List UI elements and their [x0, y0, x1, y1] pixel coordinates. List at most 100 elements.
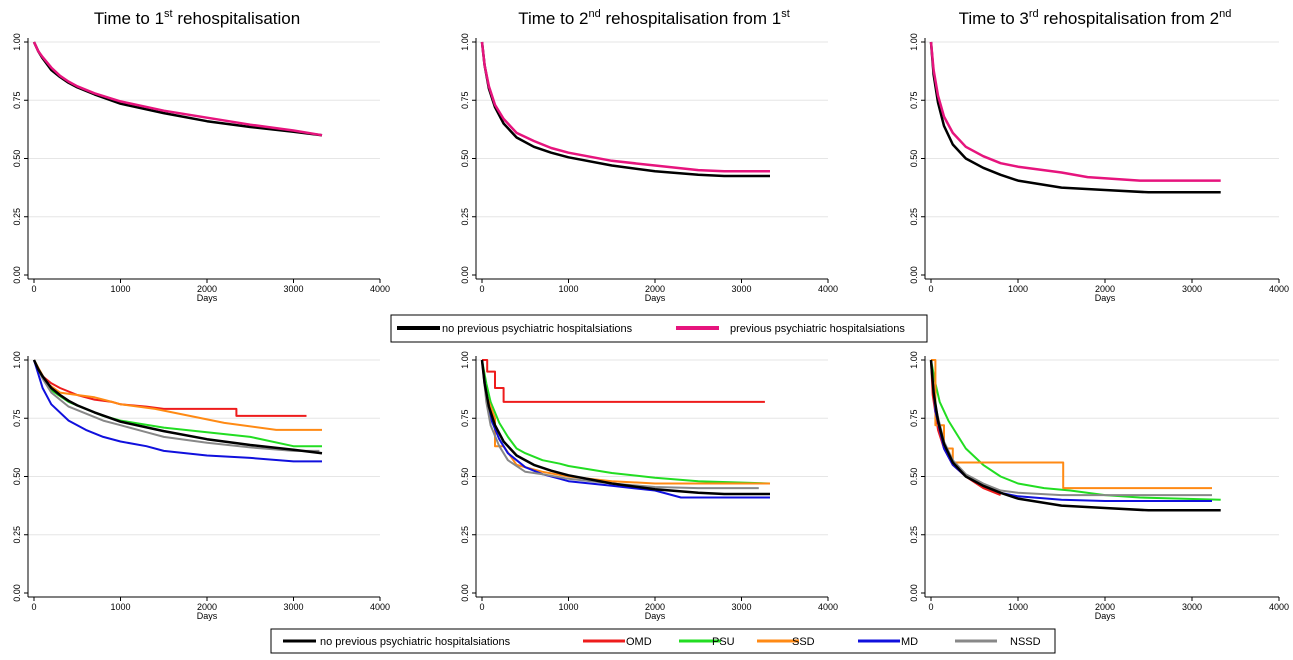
- x-tick-label: 1000: [110, 602, 130, 612]
- y-tick-label: 0.75: [12, 91, 22, 109]
- y-tick-label: 0.25: [12, 208, 22, 226]
- y-tick-label: 0.50: [909, 468, 919, 486]
- y-tick-label: 0.50: [909, 150, 919, 168]
- series-line-reference-1: [480, 41, 770, 173]
- x-axis-label: Days: [645, 611, 666, 621]
- x-tick-label: 0: [928, 284, 933, 294]
- legend-label: SSD: [792, 636, 815, 648]
- legend-label: NSSD: [1010, 636, 1041, 648]
- y-tick-label: 1.00: [909, 351, 919, 369]
- series-line-reference-5: [929, 359, 1221, 512]
- x-tick-label: 4000: [1269, 284, 1289, 294]
- chart-title: Time to 3rd rehospitalisation from 2nd: [959, 8, 1232, 28]
- y-tick-label: 0.50: [12, 150, 22, 168]
- series-line-ssd: [931, 359, 1212, 490]
- y-tick-label: 0.50: [460, 150, 470, 168]
- x-tick-label: 3000: [283, 284, 303, 294]
- x-tick-label: 4000: [818, 602, 838, 612]
- x-tick-label: 1000: [110, 284, 130, 294]
- chart-title: Time to 1st rehospitalisation: [94, 8, 300, 28]
- x-tick-label: 2000: [197, 602, 217, 612]
- x-tick-label: 2000: [197, 284, 217, 294]
- legend-top: no previous psychiatric hospitalsiations…: [390, 314, 928, 343]
- legend-label: previous psychiatric hospitalsiations: [730, 323, 905, 335]
- x-tick-label: 2000: [645, 602, 665, 612]
- x-axis-label: Days: [645, 293, 666, 303]
- y-tick-label: 0.00: [12, 584, 22, 602]
- series-line-nssd: [930, 359, 1212, 497]
- x-tick-label: 2000: [645, 284, 665, 294]
- legend-label: no previous psychiatric hospitalsiations: [442, 323, 633, 335]
- y-tick-label: 1.00: [12, 351, 22, 369]
- y-tick-label: 0.50: [460, 468, 470, 486]
- x-tick-label: 0: [479, 602, 484, 612]
- x-tick-label: 2000: [1095, 602, 1115, 612]
- legend-label: PSU: [712, 636, 735, 648]
- y-tick-label: 0.00: [460, 266, 470, 284]
- series-line-omd: [482, 359, 765, 403]
- series-line-nssd: [33, 359, 320, 452]
- x-tick-label: 0: [928, 602, 933, 612]
- x-axis-label: Days: [1095, 611, 1116, 621]
- y-tick-label: 0.75: [460, 409, 470, 427]
- x-axis-label: Days: [197, 293, 218, 303]
- y-tick-label: 0.75: [909, 409, 919, 427]
- series-line-reference-1: [32, 41, 323, 137]
- x-tick-label: 0: [31, 284, 36, 294]
- x-tick-label: 1000: [1008, 284, 1028, 294]
- x-tick-label: 4000: [370, 284, 390, 294]
- y-tick-label: 1.00: [12, 33, 22, 51]
- x-tick-label: 4000: [370, 602, 390, 612]
- y-tick-label: 0.25: [909, 526, 919, 544]
- y-tick-label: 0.25: [12, 526, 22, 544]
- series-line-reference-1: [929, 41, 1221, 182]
- series-line-reference-0: [480, 41, 770, 178]
- x-tick-label: 2000: [1095, 284, 1115, 294]
- x-tick-label: 1000: [558, 284, 578, 294]
- x-axis-label: Days: [197, 611, 218, 621]
- y-tick-label: 0.75: [12, 409, 22, 427]
- series-line-omd: [33, 359, 307, 417]
- x-tick-label: 3000: [1182, 602, 1202, 612]
- y-tick-label: 1.00: [460, 33, 470, 51]
- legend-bottom: no previous psychiatric hospitalsiations…: [270, 628, 1056, 654]
- x-tick-label: 1000: [1008, 602, 1028, 612]
- x-tick-label: 3000: [731, 284, 751, 294]
- series-line-reference-0: [929, 41, 1221, 194]
- x-tick-label: 4000: [1269, 602, 1289, 612]
- y-tick-label: 0.00: [12, 266, 22, 284]
- series-line-md: [33, 359, 322, 463]
- y-tick-label: 0.75: [909, 91, 919, 109]
- y-tick-label: 0.25: [460, 208, 470, 226]
- chart-panel-4: 0.00 0.25 0.50 0.75 1.00 0 1000 2000 3000 4000 Day…: [12, 351, 390, 621]
- chart-panel-2: 0.00 0.25 0.50 0.75 1.00 0 1000 2000 3000 4000 Day…: [460, 8, 838, 303]
- x-tick-label: 3000: [1182, 284, 1202, 294]
- x-tick-label: 0: [31, 602, 36, 612]
- legend-label: OMD: [626, 636, 652, 648]
- chart-title: Time to 2nd rehospitalisation from 1st: [518, 8, 790, 28]
- y-tick-label: 0.50: [12, 468, 22, 486]
- series-line-nssd: [481, 359, 759, 490]
- x-tick-label: 3000: [283, 602, 303, 612]
- y-tick-label: 0.25: [909, 208, 919, 226]
- x-tick-label: 4000: [818, 284, 838, 294]
- series-line-ssd: [481, 359, 770, 485]
- y-tick-label: 0.00: [909, 584, 919, 602]
- chart-panel-5: 0.00 0.25 0.50 0.75 1.00 0 1000 2000 3000 4000 Day…: [460, 351, 838, 621]
- chart-panel-6: 0.00 0.25 0.50 0.75 1.00 0 1000 2000 3000 4000 Day…: [909, 351, 1289, 621]
- series-line-reference-5: [480, 359, 770, 496]
- y-tick-label: 0.00: [460, 584, 470, 602]
- y-tick-label: 1.00: [909, 33, 919, 51]
- series-line-ssd: [33, 359, 322, 431]
- y-tick-label: 0.75: [460, 91, 470, 109]
- y-tick-label: 0.25: [460, 526, 470, 544]
- y-tick-label: 1.00: [460, 351, 470, 369]
- series-line-reference-0: [32, 41, 323, 137]
- series-line-reference-5: [32, 359, 323, 455]
- x-tick-label: 3000: [731, 602, 751, 612]
- x-axis-label: Days: [1095, 293, 1116, 303]
- y-tick-label: 0.00: [909, 266, 919, 284]
- x-tick-label: 0: [479, 284, 484, 294]
- series-line-psu: [481, 359, 771, 485]
